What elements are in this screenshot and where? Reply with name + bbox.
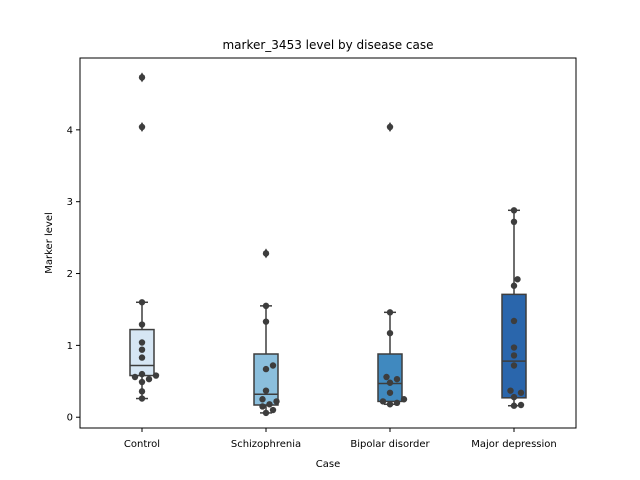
data-point bbox=[507, 387, 514, 394]
data-point bbox=[138, 388, 146, 395]
swarm-points bbox=[131, 74, 525, 417]
x-tick-label: Control bbox=[124, 439, 160, 450]
data-point bbox=[393, 375, 401, 383]
data-point bbox=[262, 302, 270, 310]
data-point bbox=[386, 123, 394, 131]
data-point bbox=[262, 250, 270, 257]
x-axis: Control Schizophrenia Bipolar disorder Majo… bbox=[124, 428, 557, 450]
data-point bbox=[386, 309, 394, 316]
data-point bbox=[517, 389, 525, 396]
data-point bbox=[152, 372, 160, 379]
data-point bbox=[262, 409, 270, 417]
data-point bbox=[259, 396, 266, 403]
y-tick-label: 0 bbox=[67, 413, 73, 424]
y-tick-label: 1 bbox=[67, 341, 73, 352]
x-tick-label: Bipolar disorder bbox=[350, 439, 430, 450]
x-tick-label: Schizophrenia bbox=[231, 439, 301, 450]
data-point bbox=[273, 398, 280, 405]
data-point bbox=[514, 276, 521, 283]
data-point bbox=[138, 339, 146, 346]
data-point bbox=[510, 317, 518, 325]
data-point bbox=[386, 379, 394, 386]
data-point bbox=[510, 282, 518, 289]
data-point bbox=[400, 396, 408, 403]
data-point bbox=[386, 329, 394, 337]
data-point bbox=[510, 393, 518, 401]
plot-area bbox=[79, 57, 577, 429]
y-tick-label: 3 bbox=[67, 197, 73, 208]
data-point bbox=[138, 74, 146, 81]
data-point bbox=[379, 398, 387, 405]
data-point bbox=[266, 401, 273, 408]
data-point bbox=[383, 373, 390, 381]
box-group bbox=[129, 72, 527, 414]
chart-title: marker_3453 level by disease case bbox=[222, 38, 433, 52]
x-tick-label: Major depression bbox=[471, 439, 557, 450]
y-axis: 0 1 2 3 4 bbox=[67, 125, 80, 424]
data-point bbox=[138, 370, 146, 378]
data-point bbox=[517, 401, 525, 409]
y-tick-label: 2 bbox=[67, 269, 73, 280]
data-point bbox=[510, 218, 518, 226]
data-point bbox=[138, 354, 146, 361]
box-2 bbox=[253, 353, 279, 406]
data-point bbox=[262, 387, 270, 394]
data-point bbox=[138, 321, 146, 328]
data-point bbox=[138, 299, 146, 306]
data-point bbox=[138, 346, 146, 353]
data-point bbox=[262, 365, 270, 373]
data-point bbox=[510, 402, 518, 409]
data-point bbox=[386, 389, 394, 396]
data-point bbox=[510, 362, 518, 369]
data-point bbox=[269, 406, 277, 414]
data-point bbox=[386, 401, 394, 408]
data-point bbox=[138, 123, 146, 131]
data-point bbox=[262, 318, 270, 325]
data-point bbox=[269, 362, 277, 369]
y-axis-label: Marker level bbox=[44, 212, 55, 274]
data-point bbox=[259, 403, 266, 410]
data-point bbox=[138, 378, 146, 386]
data-point bbox=[510, 344, 518, 351]
y-tick-label: 4 bbox=[67, 125, 73, 136]
data-point bbox=[131, 373, 139, 381]
x-axis-label: Case bbox=[316, 459, 340, 470]
data-point bbox=[145, 375, 153, 383]
data-point bbox=[138, 395, 146, 402]
data-point bbox=[510, 207, 518, 214]
data-point bbox=[393, 399, 401, 407]
data-point bbox=[510, 352, 518, 359]
